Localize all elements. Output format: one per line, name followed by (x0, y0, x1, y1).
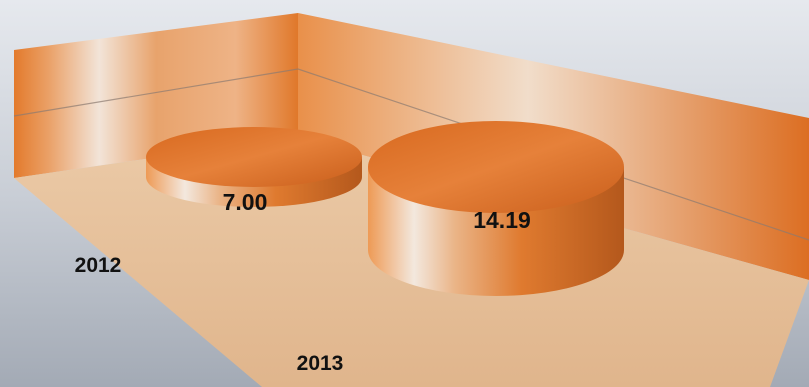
data-label: 14.19 (473, 207, 531, 233)
bars (146, 121, 624, 296)
bar-2012 (146, 127, 362, 207)
bar-top (368, 121, 624, 213)
data-label: 7.00 (223, 189, 268, 215)
category-label: 2012 (75, 254, 122, 277)
bar-2013 (368, 121, 624, 296)
bar-top (146, 127, 362, 187)
category-labels: 2012 2013 (75, 254, 344, 375)
gridline (13, 68, 809, 241)
value-labels: 7.00 14.19 (223, 189, 531, 233)
gridlines (13, 68, 809, 241)
category-label: 2013 (297, 352, 344, 375)
